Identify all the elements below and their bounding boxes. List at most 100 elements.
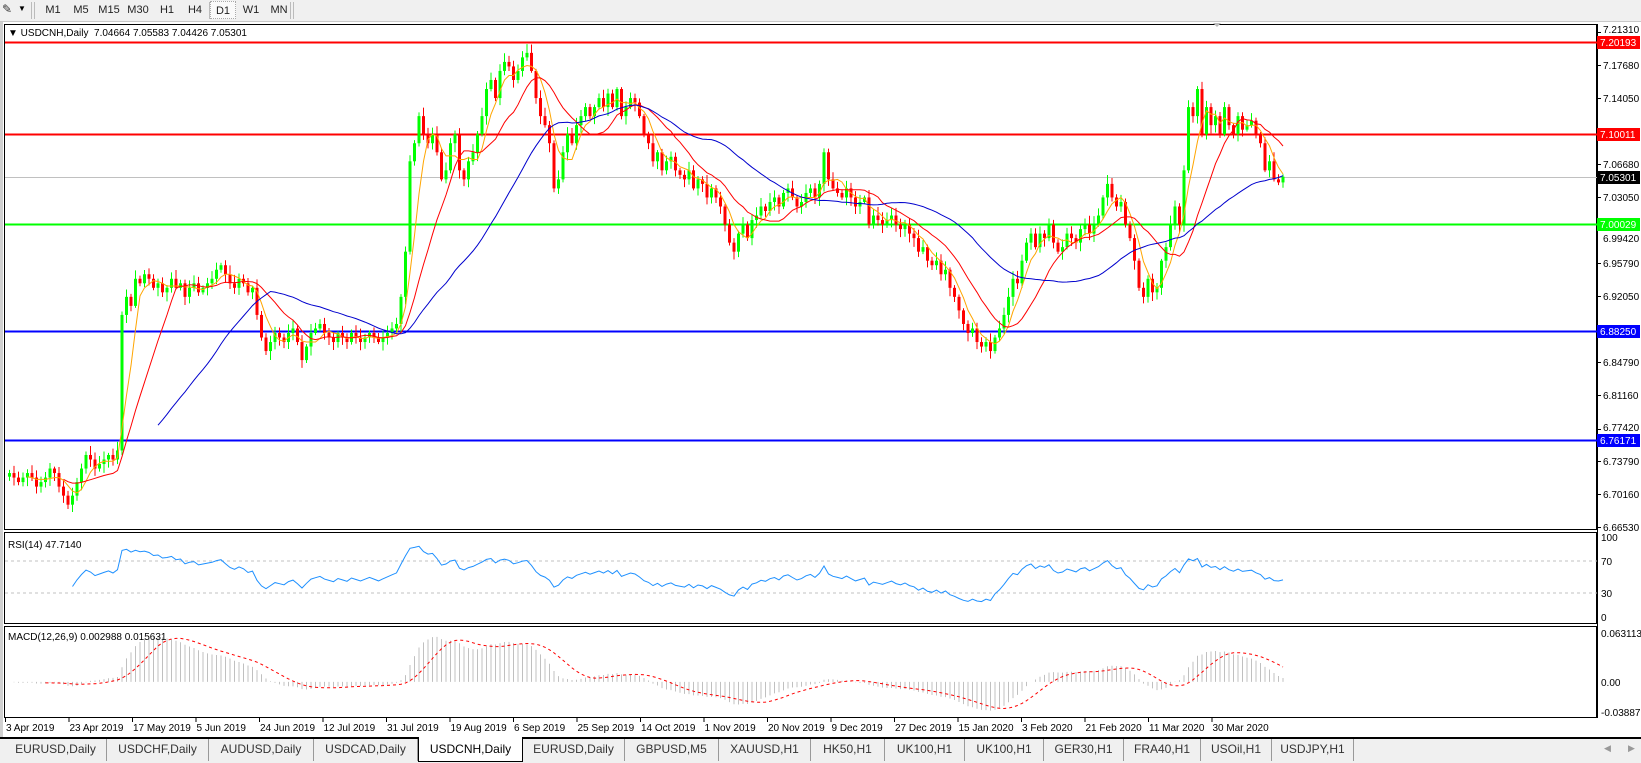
macd-pane[interactable] bbox=[4, 626, 1597, 718]
chart-tab[interactable]: USDCNH,Daily bbox=[418, 737, 523, 762]
chart-tab[interactable]: USOil,H1 bbox=[1201, 739, 1272, 761]
chart-tab[interactable]: USDJPY,H1 bbox=[1272, 739, 1354, 761]
candle-body bbox=[651, 143, 655, 162]
candle bbox=[291, 319, 295, 341]
candle bbox=[647, 131, 650, 150]
candle-body bbox=[318, 323, 322, 329]
candle bbox=[620, 87, 623, 120]
candle bbox=[674, 152, 677, 177]
chart-tab[interactable]: UK100,H1 bbox=[885, 739, 965, 761]
candle bbox=[543, 107, 547, 128]
candle-body bbox=[489, 79, 493, 90]
scroll-right-icon[interactable]: ▶ bbox=[1628, 743, 1635, 753]
chart-tab[interactable]: USDCHF,Daily bbox=[107, 739, 209, 761]
timeframe-w1-button[interactable]: W1 bbox=[242, 4, 260, 16]
chart-tab[interactable]: GER30,H1 bbox=[1044, 739, 1124, 761]
candle bbox=[764, 203, 767, 217]
one-click-trading-toggle-icon[interactable] bbox=[1213, 23, 1221, 27]
candle-body bbox=[503, 61, 506, 71]
candle-body bbox=[291, 328, 295, 333]
candle bbox=[417, 112, 421, 147]
timeframe-m1-button[interactable]: M1 bbox=[45, 4, 61, 16]
candle-body bbox=[966, 323, 970, 333]
candle bbox=[381, 330, 385, 351]
candle-body bbox=[363, 337, 367, 343]
candle-body bbox=[1272, 161, 1276, 180]
candle-body bbox=[152, 278, 155, 288]
chart-tab[interactable]: UK100,H1 bbox=[965, 739, 1044, 761]
candle-body bbox=[48, 468, 52, 478]
chart-tab[interactable]: EURUSD,Daily bbox=[523, 739, 625, 761]
candle-body bbox=[728, 224, 731, 243]
chart-tab[interactable]: USDCAD,Daily bbox=[314, 739, 418, 761]
chart-window[interactable]: 7.21310 7.17680 7.14050 7.06680 7.03050 6.994… bbox=[0, 0, 1641, 737]
timeframe-d1-button[interactable]: D1 bbox=[210, 1, 236, 19]
candle bbox=[1133, 234, 1136, 270]
price-tick-label: 6.70160 bbox=[1603, 490, 1640, 501]
chart-tab[interactable]: EURUSD,Daily bbox=[5, 739, 107, 761]
candle bbox=[854, 191, 857, 215]
candle-body bbox=[750, 220, 754, 239]
candle bbox=[507, 55, 511, 72]
candle-body bbox=[696, 179, 700, 189]
candle-body bbox=[1200, 89, 1204, 135]
candle bbox=[1205, 100, 1208, 140]
candle-body bbox=[989, 342, 992, 352]
candle bbox=[1101, 195, 1105, 220]
candle bbox=[462, 168, 466, 187]
timeframe-mn-button[interactable]: MN bbox=[270, 4, 288, 16]
candle bbox=[98, 455, 101, 472]
candle-body bbox=[939, 260, 943, 275]
price-pane[interactable] bbox=[4, 24, 1597, 530]
line-tools-icon[interactable]: ✎ bbox=[2, 2, 13, 16]
timeframe-h4-button[interactable]: H4 bbox=[187, 4, 203, 16]
candle-body bbox=[471, 152, 475, 162]
candle-body bbox=[125, 296, 128, 315]
rsi-pane[interactable] bbox=[4, 532, 1597, 624]
candle bbox=[1097, 208, 1100, 227]
candle-body bbox=[111, 454, 115, 460]
date-label: 12 Jul 2019 bbox=[324, 723, 376, 734]
candle-body bbox=[1164, 247, 1168, 261]
candle-body bbox=[543, 116, 547, 126]
candle bbox=[867, 190, 871, 229]
candle-body bbox=[1025, 242, 1028, 261]
chart-tab[interactable]: XAUUSD,H1 bbox=[719, 739, 811, 761]
candle-body bbox=[260, 314, 263, 338]
candle bbox=[660, 148, 664, 176]
candle bbox=[269, 335, 272, 360]
candle-body bbox=[867, 197, 871, 225]
timeframe-m30-button[interactable]: M30 bbox=[127, 4, 149, 16]
candle-body bbox=[899, 224, 902, 230]
candle-body bbox=[1106, 183, 1109, 198]
candle-body bbox=[39, 482, 43, 487]
price-level-badge bbox=[1597, 434, 1640, 447]
candle-body bbox=[1092, 224, 1096, 234]
timeframe-m5-button[interactable]: M5 bbox=[73, 4, 89, 16]
candle-body bbox=[1016, 278, 1019, 284]
candle-body bbox=[935, 260, 938, 266]
candle-body bbox=[1245, 125, 1249, 130]
scroll-left-icon[interactable]: ◀ bbox=[1604, 743, 1611, 753]
candle bbox=[21, 472, 25, 487]
chart-tab[interactable]: HK50,H1 bbox=[811, 739, 885, 761]
timeframe-m15-button[interactable]: M15 bbox=[98, 4, 120, 16]
chart-tab[interactable]: FRA40,H1 bbox=[1124, 739, 1201, 761]
candle bbox=[395, 317, 398, 335]
candle-body bbox=[98, 464, 101, 469]
chevron-down-icon[interactable]: ▼ bbox=[18, 4, 26, 13]
candle-body bbox=[687, 170, 691, 180]
candle bbox=[458, 128, 461, 179]
chart-tab[interactable]: AUDUSD,Daily bbox=[209, 739, 314, 761]
candle bbox=[845, 180, 848, 206]
chart-tab[interactable]: GBPUSD,M5 bbox=[625, 739, 719, 761]
candle-body bbox=[1020, 260, 1024, 284]
date-label: 25 Sep 2019 bbox=[578, 723, 635, 734]
candle-body bbox=[264, 337, 268, 352]
candle-body bbox=[1223, 107, 1226, 135]
timeframe-h1-button[interactable]: H1 bbox=[159, 4, 175, 16]
candle-body bbox=[206, 283, 209, 288]
price-tick-label: 6.99420 bbox=[1603, 234, 1640, 245]
candle-body bbox=[872, 215, 875, 225]
candle-body bbox=[134, 278, 137, 306]
